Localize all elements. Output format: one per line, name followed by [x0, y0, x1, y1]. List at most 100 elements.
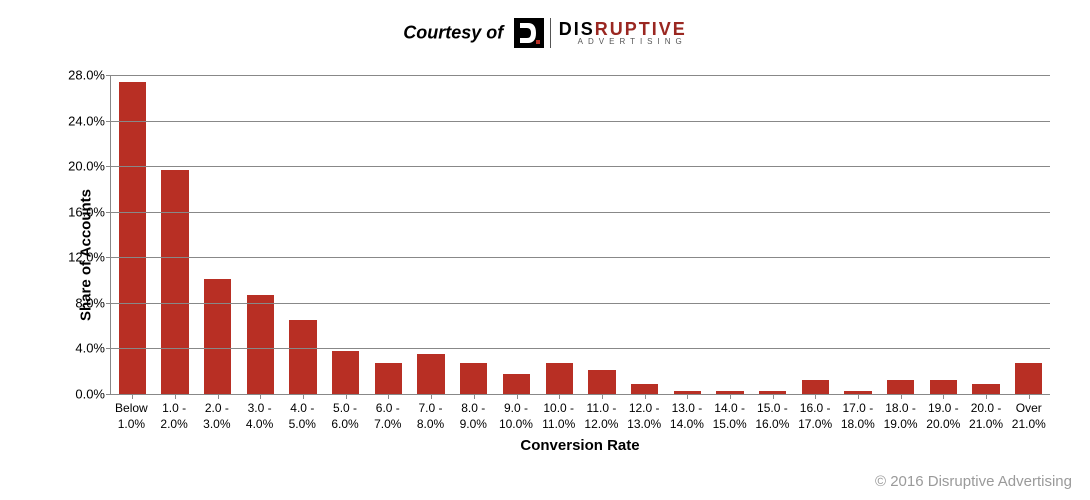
- x-tick-label: 10.0 -11.0%: [537, 401, 580, 432]
- bars-container: [111, 75, 1050, 394]
- y-tick-label: 12.0%: [68, 250, 105, 265]
- bar: [588, 370, 615, 394]
- bar-slot: [367, 75, 410, 394]
- x-tick-label: 13.0 -14.0%: [666, 401, 709, 432]
- x-tick-mark: [943, 394, 944, 399]
- x-tick-label: 3.0 -4.0%: [238, 401, 281, 432]
- x-tick-mark: [388, 394, 389, 399]
- y-tick-label: 28.0%: [68, 68, 105, 83]
- y-tick-label: 16.0%: [68, 204, 105, 219]
- x-axis-label: Conversion Rate: [110, 437, 1050, 454]
- bar-slot: [495, 75, 538, 394]
- bar-slot: [1007, 75, 1050, 394]
- x-tick-mark: [645, 394, 646, 399]
- bar-slot: [709, 75, 752, 394]
- x-tick-label: 4.0 -5.0%: [281, 401, 324, 432]
- x-tick-mark: [303, 394, 304, 399]
- grid-line: [111, 212, 1050, 213]
- x-tick-label: 20.0 -21.0%: [965, 401, 1008, 432]
- bar: [1015, 363, 1042, 394]
- x-tick-mark: [901, 394, 902, 399]
- x-tick-mark: [132, 394, 133, 399]
- x-tick-label: 19.0 -20.0%: [922, 401, 965, 432]
- bar: [460, 363, 487, 394]
- bar-chart: Share of Accounts 0.0%4.0%8.0%12.0%16.0%…: [60, 65, 1060, 445]
- chart-header: Courtesy of DISRUPTIVE ADVERTISING: [0, 0, 1090, 55]
- bar-slot: [154, 75, 197, 394]
- y-tick-mark: [106, 257, 111, 258]
- x-tick-mark: [773, 394, 774, 399]
- bar-slot: [196, 75, 239, 394]
- bar-slot: [922, 75, 965, 394]
- bar-slot: [538, 75, 581, 394]
- y-tick-mark: [106, 303, 111, 304]
- x-tick-mark: [218, 394, 219, 399]
- grid-line: [111, 75, 1050, 76]
- logo-main-red: RUPTIVE: [595, 19, 687, 39]
- bar: [887, 380, 914, 394]
- y-tick-label: 0.0%: [75, 387, 105, 402]
- x-tick-mark: [346, 394, 347, 399]
- x-tick-mark: [260, 394, 261, 399]
- y-tick-label: 24.0%: [68, 113, 105, 128]
- logo-icon: [514, 18, 544, 48]
- logo: DISRUPTIVE ADVERTISING: [514, 18, 687, 48]
- x-tick-mark: [602, 394, 603, 399]
- y-tick-label: 8.0%: [75, 295, 105, 310]
- bar: [247, 295, 274, 394]
- x-tick-mark: [474, 394, 475, 399]
- x-tick-mark: [986, 394, 987, 399]
- bar-slot: [623, 75, 666, 394]
- x-tick-mark: [687, 394, 688, 399]
- x-tick-label: Below1.0%: [110, 401, 153, 432]
- x-tick-label: 11.0 -12.0%: [580, 401, 623, 432]
- bar: [417, 354, 444, 394]
- y-tick-mark: [106, 75, 111, 76]
- x-tick-label: 17.0 -18.0%: [836, 401, 879, 432]
- y-tick-mark: [106, 348, 111, 349]
- x-tick-mark: [858, 394, 859, 399]
- x-tick-label: 5.0 -6.0%: [324, 401, 367, 432]
- bar: [930, 380, 957, 394]
- grid-line: [111, 121, 1050, 122]
- x-tick-mark: [1029, 394, 1030, 399]
- x-tick-label: 18.0 -19.0%: [879, 401, 922, 432]
- x-tick-mark: [517, 394, 518, 399]
- logo-text: DISRUPTIVE ADVERTISING: [559, 20, 687, 46]
- x-tick-label: 9.0 -10.0%: [495, 401, 538, 432]
- copyright-text: © 2016 Disruptive Advertising: [875, 473, 1072, 490]
- bar: [332, 351, 359, 394]
- bar-slot: [879, 75, 922, 394]
- x-tick-mark: [175, 394, 176, 399]
- x-tick-label: 16.0 -17.0%: [794, 401, 837, 432]
- x-tick-label: 12.0 -13.0%: [623, 401, 666, 432]
- y-tick-mark: [106, 394, 111, 395]
- x-tick-label: 15.0 -16.0%: [751, 401, 794, 432]
- bar-slot: [239, 75, 282, 394]
- bar-slot: [794, 75, 837, 394]
- bar-slot: [111, 75, 154, 394]
- bar-slot: [837, 75, 880, 394]
- bar-slot: [965, 75, 1008, 394]
- bar: [119, 82, 146, 394]
- bar: [375, 363, 402, 394]
- y-tick-mark: [106, 166, 111, 167]
- y-tick-mark: [106, 212, 111, 213]
- x-tick-label: 8.0 -9.0%: [452, 401, 495, 432]
- grid-line: [111, 348, 1050, 349]
- x-tick-label: 1.0 -2.0%: [153, 401, 196, 432]
- bar-slot: [453, 75, 496, 394]
- y-tick-label: 20.0%: [68, 159, 105, 174]
- bar: [289, 320, 316, 394]
- grid-line: [111, 257, 1050, 258]
- logo-sub: ADVERTISING: [559, 38, 687, 46]
- bar: [631, 384, 658, 394]
- y-tick-label: 4.0%: [75, 341, 105, 356]
- bar: [546, 363, 573, 394]
- x-tick-mark: [431, 394, 432, 399]
- x-labels: Below1.0%1.0 -2.0%2.0 -3.0%3.0 -4.0%4.0 …: [110, 401, 1050, 432]
- x-tick-mark: [730, 394, 731, 399]
- bar-slot: [410, 75, 453, 394]
- bar: [161, 170, 188, 394]
- grid-line: [111, 166, 1050, 167]
